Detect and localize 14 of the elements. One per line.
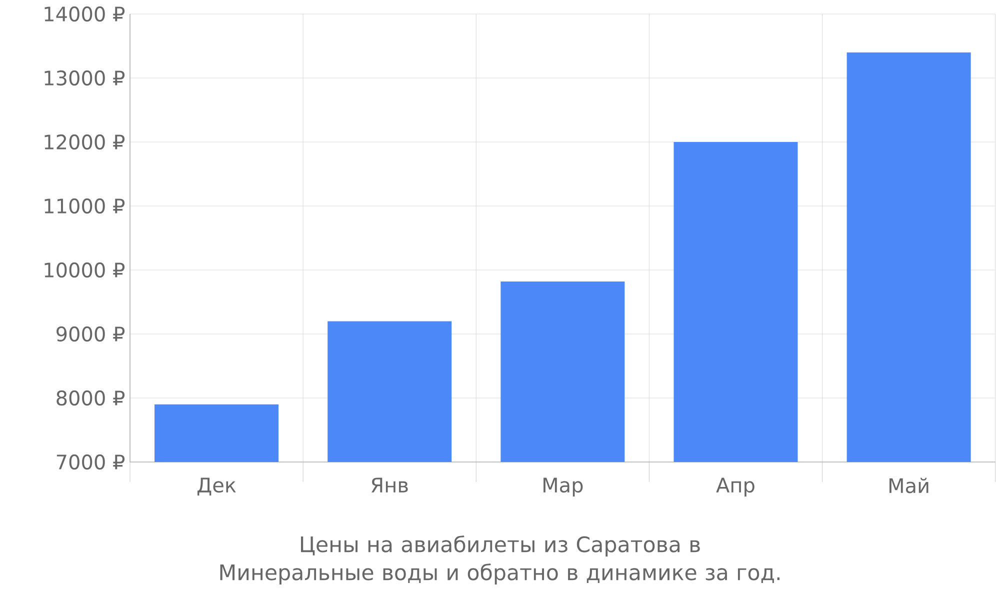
y-tick-label: 13000 ₽ (44, 70, 125, 86)
y-tick-label: 12000 ₽ (44, 134, 125, 150)
y-tick-label: 10000 ₽ (44, 262, 125, 278)
x-tick-label: Янв (372, 478, 408, 492)
y-tick-label: 9000 ₽ (56, 326, 125, 342)
y-tick-label: 11000 ₽ (44, 198, 125, 214)
x-tick-label: Дек (198, 478, 236, 496)
x-tick-label: Апр (716, 478, 754, 496)
y-tick-label: 14000 ₽ (44, 6, 125, 22)
x-tick-label: Мар (544, 478, 583, 496)
text: Цены на авиабилеты из Саратова в Минеральные воды и обратно в динамике за год. (220, 536, 780, 584)
x-tick-label: Май (890, 478, 928, 494)
y-tick-label: 7000 ₽ (56, 454, 125, 470)
y-tick-label: 8000 ₽ (56, 390, 125, 406)
